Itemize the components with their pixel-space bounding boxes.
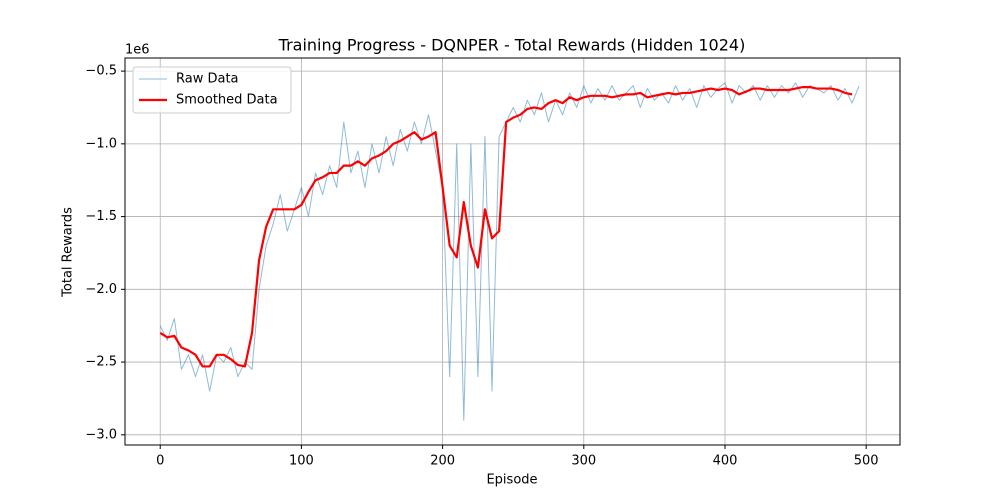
y-tick-label: −2.0 xyxy=(85,282,117,297)
x-tick-label: 400 xyxy=(713,454,738,469)
x-tick-label: 0 xyxy=(156,454,164,469)
y-tick-label: −1.0 xyxy=(85,136,117,151)
legend-label: Raw Data xyxy=(176,72,239,87)
x-tick-label: 200 xyxy=(430,454,455,469)
legend-label: Smoothed Data xyxy=(176,93,278,108)
y-offset-label: 1e6 xyxy=(125,43,150,58)
y-tick-label: −3.0 xyxy=(85,427,117,442)
y-axis-label: Total Rewards xyxy=(61,207,76,298)
x-tick-label: 500 xyxy=(854,454,879,469)
data-line xyxy=(159,86,853,368)
y-tick-label: −1.5 xyxy=(85,209,117,224)
y-tick-label: −2.5 xyxy=(85,355,117,370)
x-tick-label: 100 xyxy=(289,454,314,469)
legend-box xyxy=(132,66,292,114)
x-axis-label: Episode xyxy=(486,473,537,488)
y-tick-label: −0.5 xyxy=(85,64,117,79)
x-tick-label: 300 xyxy=(571,454,596,469)
plot-frame xyxy=(124,57,901,446)
chart-title: Training Progress - DQNPER - Total Rewar… xyxy=(278,36,746,55)
